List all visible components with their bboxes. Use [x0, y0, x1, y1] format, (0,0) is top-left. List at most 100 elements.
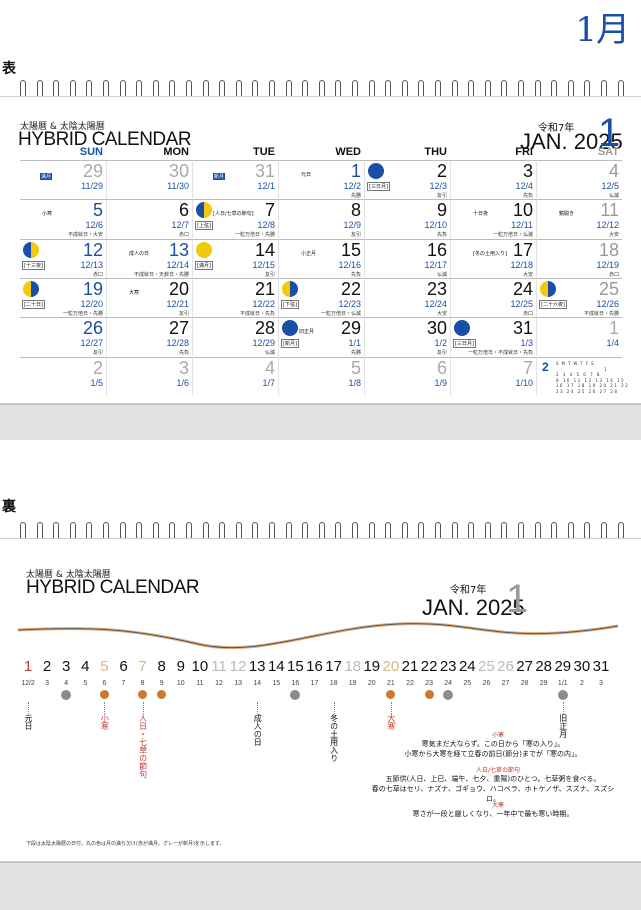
timeline-day: 18: [344, 658, 362, 675]
new-moon-dot: [290, 690, 301, 700]
sekki-title: 小寒: [491, 732, 504, 739]
moon-phase-label: [二十日]: [22, 299, 45, 309]
lunar-date: 1/1: [348, 338, 361, 349]
moon-phase-icon: [282, 320, 298, 337]
day-note: [人日/七草の節句]: [213, 211, 254, 218]
day-cell: 14 12/15 友引 [満月]: [192, 238, 278, 278]
moon-phase-icon: [540, 280, 556, 297]
timeline-lunar: 22: [406, 680, 414, 687]
day-note: 旧正月: [299, 329, 315, 336]
event-dot: [424, 690, 434, 699]
lunar-date: 12/25: [510, 298, 533, 309]
mini-row: 23 24 25 26 27 28: [556, 388, 619, 394]
timeline-day: 30: [573, 658, 591, 675]
day-cell: 12 12/13 赤口 [十三夜]: [20, 238, 106, 278]
moon-phase-label: [新月]: [281, 339, 299, 349]
day-note: 元日: [301, 172, 312, 178]
day-number: 2: [436, 161, 447, 181]
lunar-date: 1/9: [434, 377, 447, 388]
timeline-event-label: 元日: [24, 714, 33, 730]
weekday-header: TUE: [253, 146, 275, 158]
timeline-day: 11: [211, 658, 227, 675]
lunar-date: 1/7: [262, 377, 275, 388]
page-title: 1月: [575, 10, 630, 50]
lunar-date: 12/14: [166, 259, 189, 270]
timeline-lunar: 8: [140, 680, 145, 687]
timeline-lunar: 12/2: [21, 680, 35, 687]
rokuyo: 友引: [350, 232, 361, 239]
event-dot: [99, 690, 109, 699]
day-cell: 1 12/2 先勝 元日: [278, 160, 364, 200]
rokuyo: 仏滅: [264, 350, 275, 357]
lunar-date: 1/3: [520, 338, 533, 349]
day-note: 鏡開き: [559, 211, 575, 218]
new-moon-dot: [443, 690, 454, 700]
moon-phase-icon: [196, 241, 212, 258]
day-number: 14: [254, 239, 275, 260]
rokuyo: 先負: [178, 350, 189, 357]
day-cell: 5 12/6 不成就日・大安 小寒: [20, 199, 106, 238]
lunar-date: 12/7: [171, 220, 189, 231]
day-number: 5: [92, 200, 103, 221]
day-cell: 13 12/14 不成就日・天赦日・先勝 成人の日: [106, 238, 192, 278]
front-stand: [0, 404, 641, 440]
back-brand-small: 太陽暦 & 太陰太陽暦: [26, 570, 111, 580]
timeline-day: 6: [119, 658, 128, 675]
moon-phase-wave: [18, 622, 618, 650]
mini-month: 2: [542, 359, 549, 374]
rokuyo: 赤口: [178, 232, 189, 239]
timeline-day: 9: [176, 658, 185, 675]
timeline-lunar: 4: [64, 680, 69, 687]
weekday-header: SUN: [79, 146, 103, 158]
event-dot: [386, 690, 396, 699]
lunar-date: 12/17: [424, 259, 447, 270]
lunar-date: 12/3: [429, 181, 447, 191]
day-note: [冬の土用入り]: [473, 250, 507, 257]
lunar-date: 1/2: [434, 338, 447, 349]
day-number: 26: [82, 318, 103, 339]
moon-tag: 満月: [40, 173, 53, 180]
moon-phase-label: [三日月]: [453, 339, 476, 349]
lunar-date: 11/29: [81, 181, 103, 191]
timeline-lunar: 18: [329, 680, 338, 687]
day-cell: 9 12/10 先負: [364, 199, 450, 239]
day-number: 21: [254, 278, 275, 299]
day-note: 十日夜: [473, 211, 489, 218]
day-cell: 8 12/9 友引: [278, 199, 364, 239]
day-note: 小寒: [42, 211, 53, 218]
back-jan-year: JAN. 2025: [422, 595, 525, 620]
lunar-date: 1/10: [515, 377, 533, 388]
lunar-date: 12/9: [343, 220, 361, 231]
timeline-day: 24: [458, 658, 476, 675]
timeline-day: 12: [229, 658, 247, 675]
day-number: 16: [426, 239, 447, 260]
day-number: 22: [340, 278, 361, 299]
label-connector: [142, 702, 144, 714]
moon-tag: 新月: [213, 173, 226, 180]
timeline-lunar: 3: [45, 680, 50, 687]
day-cell: 23 12/24 大安: [364, 277, 450, 318]
back-side-label: 裏: [2, 499, 16, 515]
sekki-description: 寒気まだ大ならず。この日から「寒の入り」。: [421, 740, 565, 748]
front-brand-small: 太陽暦 & 太陰太陽暦: [20, 122, 105, 132]
lunar-date: 12/26: [596, 298, 619, 309]
day-number: 8: [350, 200, 361, 221]
sekki-title: 人日/七草の節句: [475, 767, 521, 774]
day-number: 13: [168, 239, 189, 260]
timeline-lunar: 12: [215, 680, 223, 687]
day-number: 3: [178, 357, 189, 378]
rokuyo: 友引: [92, 350, 103, 357]
day-number: 7: [264, 200, 275, 221]
weekday-header: SAT: [597, 146, 619, 158]
timeline-day: 7: [138, 658, 147, 675]
day-number: 1: [608, 318, 619, 339]
day-cell: 20 12/21 友引 大寒: [106, 277, 192, 318]
timeline-day: 20: [382, 658, 400, 675]
back-ring-binding: [0, 522, 641, 548]
lunar-date: 1/4: [606, 338, 619, 349]
timeline-lunar: 9: [159, 680, 164, 687]
moon-phase-label: [満月]: [195, 260, 213, 270]
mini-row: 2 3 4 5 6 7 8: [556, 372, 601, 377]
moon-phase-label: [下弦]: [281, 299, 299, 309]
